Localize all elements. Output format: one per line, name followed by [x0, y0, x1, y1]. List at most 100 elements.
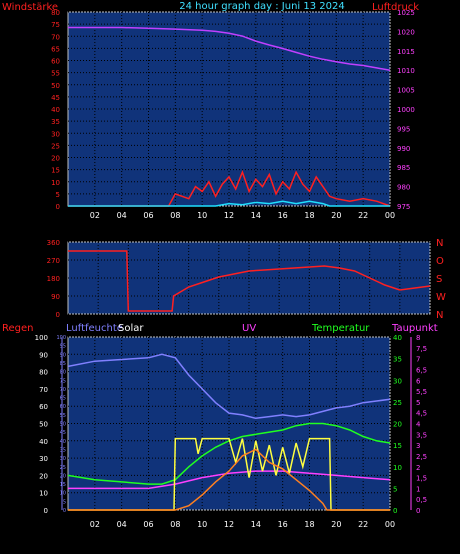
- chart3-humidity-tick: 55: [60, 413, 66, 419]
- chart1-right-tick: 985: [397, 164, 410, 172]
- chart1-left-tick: 10: [51, 179, 60, 187]
- chart1-right-tick: 1025: [397, 9, 415, 17]
- chart1-right-tick: 1010: [397, 67, 415, 75]
- chart3-temp-tick: 30: [393, 377, 402, 385]
- chart3-humidity-tick: 20: [60, 473, 66, 479]
- chart3-humidity-tick: 30: [60, 456, 66, 462]
- chart1-right-tick: 975: [397, 203, 410, 211]
- chart3-regen-tick: 50: [39, 421, 48, 429]
- chart3-uv-tick: 3,5: [416, 431, 427, 439]
- chart2-left-tick: 180: [47, 275, 60, 283]
- chart3-legend-item: Taupunkt: [391, 323, 438, 334]
- chart1-right-tick: 990: [397, 145, 410, 153]
- chart3-temp-tick: 40: [393, 334, 402, 342]
- chart2-direction-letter: W: [436, 292, 446, 303]
- chart3-humidity-tick: 90: [60, 352, 66, 358]
- chart3-legend-item: UV: [242, 323, 256, 334]
- chart3-humidity-tick: 60: [60, 404, 66, 410]
- chart3-humidity-tick: 50: [60, 422, 66, 428]
- chart2-direction-letter: N: [436, 310, 443, 321]
- chart2-direction-letter: S: [436, 274, 442, 285]
- chart1-x-tick: 02: [90, 211, 100, 220]
- chart3-regen-tick: 10: [39, 490, 48, 498]
- chart1-left-tick: 50: [51, 82, 60, 90]
- chart1-series: [68, 26, 391, 207]
- chart3-humidity-tick: 75: [60, 378, 66, 384]
- chart3-humidity-tick: 5: [63, 499, 66, 505]
- chart3-regen-tick: 90: [39, 351, 48, 359]
- chart1-x-tick: 18: [304, 211, 314, 220]
- chart1-x-tick: 20: [331, 211, 341, 220]
- chart1-right-tick: 980: [397, 184, 410, 192]
- chart3-x-tick: 08: [170, 520, 180, 529]
- chart3-regen-tick: 0: [44, 507, 48, 515]
- chart1-ylabel-left: Windstärke: [2, 2, 58, 13]
- chart1-x-tick: 12: [224, 211, 234, 220]
- chart2-left-axis: 0 90 180 270 360: [47, 239, 60, 319]
- chart3-legend-item: Solar: [118, 323, 144, 334]
- chart1-left-tick: 60: [51, 58, 60, 66]
- chart1-left-tick: 30: [51, 130, 60, 138]
- chart3-temp-tick: 25: [393, 399, 402, 407]
- chart3-series-line: [67, 353, 391, 420]
- chart1-x-tick: 10: [197, 211, 207, 220]
- chart1-series-line: [68, 200, 390, 207]
- chart1-left-tick: 35: [51, 118, 60, 126]
- chart3-humidity-tick: 95: [60, 344, 66, 350]
- chart1-left-tick: 15: [51, 167, 60, 175]
- chart3-regen-tick: 60: [39, 403, 48, 411]
- chart3-series-line: [67, 422, 391, 485]
- chart3-uv-tick: 0,5: [416, 496, 427, 504]
- chart3-uv-tick: 2: [416, 464, 420, 472]
- chart1-series-line: [68, 26, 391, 71]
- chart3-humidity-tick: 70: [60, 387, 66, 393]
- chart1-left-tick: 45: [51, 94, 60, 102]
- chart3-x-tick: 14: [251, 520, 261, 529]
- chart1-left-tick: 70: [51, 33, 60, 41]
- chart1-x-tick: 08: [170, 211, 180, 220]
- chart1-left-tick: 65: [51, 45, 60, 53]
- chart1-title: 24 hour graph day : Juni 13 2024: [179, 1, 345, 12]
- chart3-series-line: [68, 448, 390, 511]
- chart2-series-line: [68, 250, 431, 312]
- chart2-left-tick: 270: [47, 257, 60, 265]
- chart3-regen-tick: 20: [39, 472, 48, 480]
- chart1-left-tick: 40: [51, 106, 60, 114]
- chart3-uv-tick: 4,5: [416, 410, 427, 418]
- chart3-regen-tick: 80: [39, 369, 48, 377]
- chart1-left-tick: 75: [51, 21, 60, 29]
- chart3-temp-tick: 5: [393, 485, 397, 493]
- chart1-right-axis: 975 980 985 990 995 1000 1005 1010 1015 1020 1025: [397, 9, 415, 211]
- chart3-uv-tick: 4: [416, 421, 421, 429]
- chart3-legend-item: Temperatur: [311, 323, 370, 334]
- chart3-series-line: [68, 437, 390, 511]
- chart3-temp-tick: 10: [393, 464, 402, 472]
- chart3-x-tick: 00: [385, 520, 395, 529]
- chart3-x-tick: 20: [331, 520, 341, 529]
- chart1-x-tick: 06: [143, 211, 153, 220]
- chart3-temp-tick: 0: [393, 507, 397, 515]
- chart3-x-tick: 10: [197, 520, 207, 529]
- chart3-uv-tick: 0: [416, 507, 420, 515]
- chart3-uv-tick: 7,5: [416, 345, 427, 353]
- chart1-left-axis: 0 5 10 15 20 25 30 35 40 45 50 55 60 65 70 75 80: [51, 9, 60, 211]
- chart1-left-tick: 25: [51, 142, 60, 150]
- chart2-left-tick: 90: [51, 293, 60, 301]
- chart1-left-tick: 20: [51, 155, 60, 163]
- chart3-regen-tick: 40: [39, 438, 48, 446]
- chart3-humidity-tick: 15: [60, 482, 66, 488]
- chart2-direction-letter: N: [436, 238, 443, 249]
- chart3-uv-tick: 1,5: [416, 475, 427, 483]
- chart2-left-tick: 360: [47, 239, 60, 247]
- chart3-uv-tick: 8: [416, 334, 420, 342]
- chart3-series: [67, 353, 391, 511]
- chart1-left-tick: 55: [51, 70, 60, 78]
- chart3-x-tick: 22: [358, 520, 368, 529]
- chart3-x-tick: 04: [117, 520, 127, 529]
- chart3-uv-tick: 6,5: [416, 366, 427, 374]
- chart1-left-tick: 80: [51, 9, 60, 17]
- chart3-humidity-tick: 10: [60, 491, 66, 497]
- chart3-humidity-tick: 40: [60, 439, 66, 445]
